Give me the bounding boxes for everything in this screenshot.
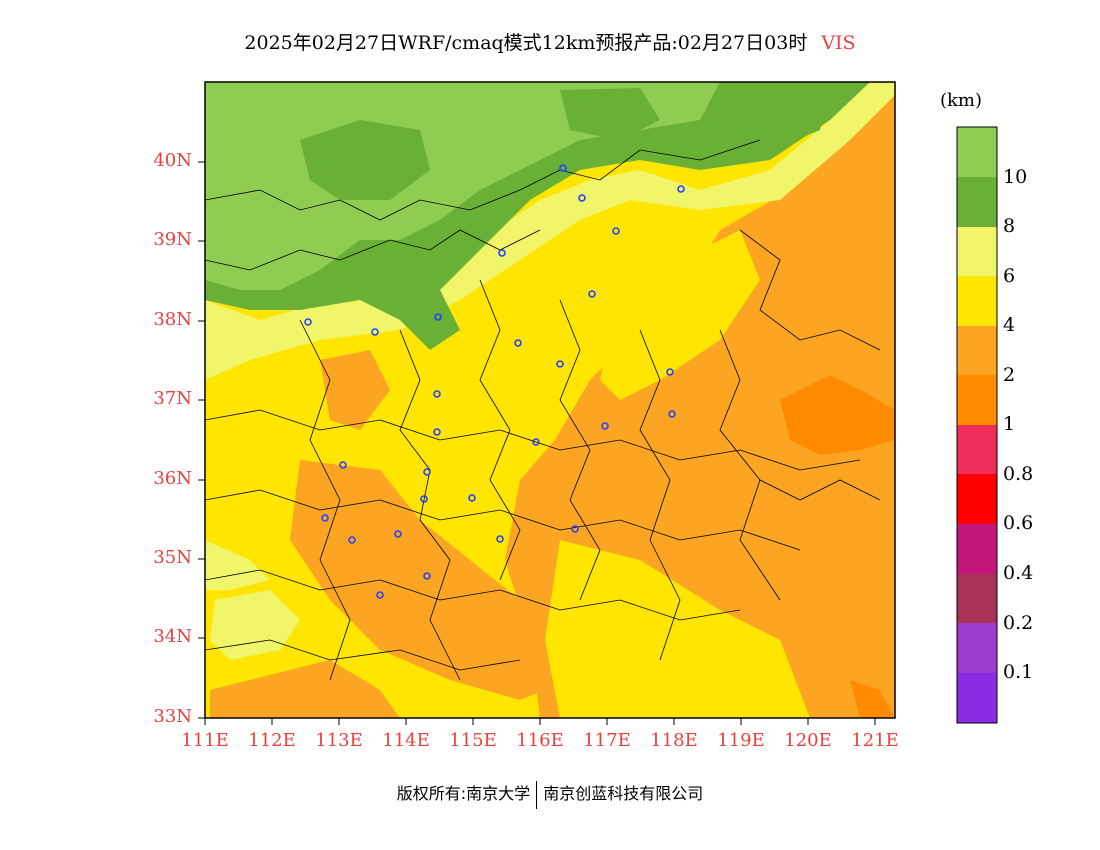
lat-label: 39N [153, 229, 192, 250]
vis-band-4-6-north [600, 230, 760, 400]
cb-swatch-5 [957, 425, 997, 474]
lat-label: 38N [153, 309, 192, 330]
colorbar-label: 0.2 [1003, 612, 1034, 634]
lon-label: 115E [449, 730, 497, 751]
cb-swatch-8 [957, 276, 997, 326]
vis-band-1-2-south [850, 680, 895, 718]
cb-swatch-1 [957, 623, 997, 673]
title-variable: VIS [821, 32, 856, 54]
vis-band-2-4-patch [320, 350, 390, 430]
boundary-lines [205, 139, 881, 681]
colorbar-unit: (km) [940, 90, 983, 111]
vis-band-8-10-patch [300, 120, 430, 200]
lon-label: 113E [315, 730, 363, 751]
lat-label: 34N [153, 626, 192, 647]
map-fill [205, 82, 895, 718]
cb-swatch-0 [957, 673, 997, 723]
vis-band-8-10-patch2 [560, 88, 660, 140]
lat-ticks [198, 161, 205, 719]
copyright-footer: 版权所有:南京大学 南京创蓝科技有限公司 [0, 780, 1100, 809]
map-title: 2025年02月27日WRF/cmaq模式12km预报产品:02月27日03时 V… [0, 28, 1100, 55]
colorbar-label: 0.4 [1003, 562, 1034, 584]
station-markers [304, 164, 685, 599]
cb-swatch-2 [957, 574, 997, 623]
colorbar-label: 10 [1003, 166, 1028, 188]
vis-band-2-4-southwest [290, 460, 570, 700]
vis-band-1-2-shandong [780, 375, 895, 455]
vis-band-6-8-west [205, 540, 270, 590]
colorbar-label: 0.8 [1003, 463, 1034, 485]
lat-label: 35N [153, 547, 192, 568]
colorbar-label: 1 [1003, 413, 1016, 435]
colorbar-label: 2 [1003, 364, 1016, 386]
cb-swatch-3 [957, 524, 997, 574]
lon-label: 121E [851, 730, 899, 751]
vis-band-4-6-south [545, 540, 810, 718]
cb-swatch-7 [957, 326, 997, 375]
vis-band-8-10-patch3 [730, 88, 830, 150]
cb-swatch-10 [957, 177, 997, 227]
lat-label: 37N [153, 388, 192, 409]
vis-band-2-4-south [210, 660, 400, 718]
footer-left: 版权所有:南京大学 [396, 784, 531, 803]
lat-label: 36N [153, 468, 192, 489]
lon-label: 118E [650, 730, 698, 751]
colorbar-label: 0.1 [1003, 661, 1034, 683]
colorbar-label: 8 [1003, 215, 1016, 237]
lon-label: 111E [181, 730, 229, 751]
cb-swatch-11 [957, 127, 997, 177]
lat-label: 40N [153, 150, 192, 171]
colorbar-label: 6 [1003, 265, 1016, 287]
lon-label: 112E [248, 730, 296, 751]
lon-label: 117E [583, 730, 631, 751]
cb-swatch-4 [957, 474, 997, 524]
title-main: 2025年02月27日WRF/cmaq模式12km预报产品:02月27日03时 [244, 32, 808, 54]
colorbar [956, 126, 998, 724]
footer-right: 南京创蓝科技有限公司 [543, 784, 704, 803]
lon-ticks [204, 718, 876, 725]
cb-swatch-6 [957, 375, 997, 425]
lon-label: 114E [382, 730, 430, 751]
colorbar-label: 0.6 [1003, 512, 1034, 534]
colorbar-label: 4 [1003, 314, 1016, 336]
lon-label: 116E [516, 730, 564, 751]
footer-separator [536, 780, 538, 809]
lon-label: 119E [717, 730, 765, 751]
cb-frame [956, 126, 998, 724]
lon-label: 120E [784, 730, 832, 751]
lat-label: 33N [153, 706, 192, 727]
cb-swatch-9 [957, 227, 997, 276]
